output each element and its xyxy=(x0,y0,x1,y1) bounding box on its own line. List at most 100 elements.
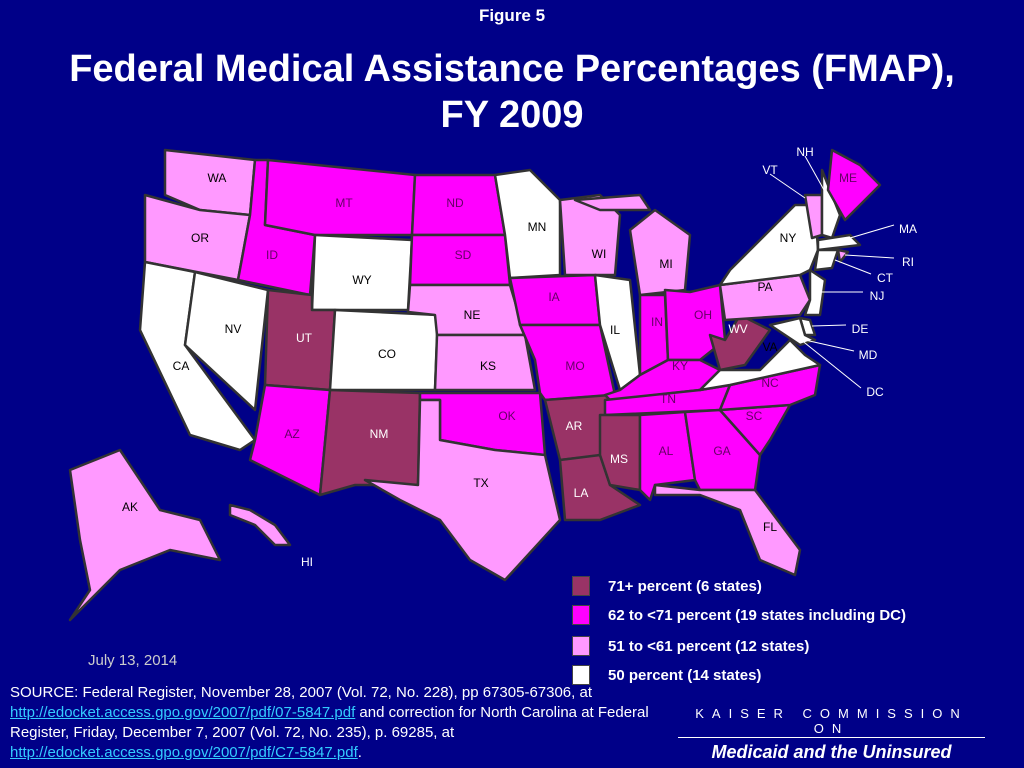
legend-swatch xyxy=(572,576,590,596)
state-ms xyxy=(598,413,642,492)
leader-line-de xyxy=(811,324,847,327)
state-label-md: MD xyxy=(859,348,878,362)
state-label-ut: UT xyxy=(296,331,313,345)
state-me xyxy=(826,148,882,222)
title-line-2: FY 2009 xyxy=(440,94,584,136)
state-ct xyxy=(813,248,840,272)
state-label-nm: NM xyxy=(370,427,389,441)
state-ak xyxy=(68,448,222,622)
state-label-ma: MA xyxy=(899,222,917,236)
state-label-ga: GA xyxy=(713,444,730,458)
legend-label: 51 to <61 percent (12 states) xyxy=(608,637,810,655)
title-line-1: Federal Medical Assistance Percentages (… xyxy=(69,48,955,90)
page-title: Federal Medical Assistance Percentages (… xyxy=(0,46,1024,138)
kaiser-line-1: KAISER COMMISSION ON xyxy=(678,706,985,738)
state-label-wy: WY xyxy=(352,273,371,287)
state-label-la: LA xyxy=(574,486,589,500)
leader-line-dc xyxy=(794,334,862,389)
state-ma xyxy=(816,233,862,252)
state-mi xyxy=(573,193,692,297)
state-label-az: AZ xyxy=(284,427,299,441)
source-end: . xyxy=(357,744,362,761)
state-label-va: VA xyxy=(762,340,777,354)
state-label-al: AL xyxy=(659,444,674,458)
leader-line-ri xyxy=(844,254,895,259)
state-label-de: DE xyxy=(852,322,869,336)
state-label-in: IN xyxy=(651,315,663,329)
state-md xyxy=(768,316,817,347)
state-label-mo: MO xyxy=(565,359,584,373)
state-label-hi: HI xyxy=(301,555,313,569)
state-label-pa: PA xyxy=(757,280,772,294)
state-az xyxy=(248,383,332,497)
date: July 13, 2014 xyxy=(88,652,178,669)
state-label-wv: WV xyxy=(728,322,747,336)
legend-item-62: 62 to <71 percent (19 states including D… xyxy=(572,605,906,625)
source-link-2[interactable]: http://edocket.access.gpo.gov/2007/pdf/C… xyxy=(10,744,358,761)
legend-item-71: 71+ percent (6 states) xyxy=(572,576,762,596)
state-label-nj: NJ xyxy=(870,289,885,303)
state-ks xyxy=(433,333,537,392)
state-label-or: OR xyxy=(191,231,209,245)
state-label-mn: MN xyxy=(528,220,547,234)
state-hi xyxy=(228,503,292,547)
state-wi xyxy=(558,193,622,277)
state-label-ri: RI xyxy=(902,255,914,269)
state-label-ms: MS xyxy=(610,452,628,466)
leader-line-md xyxy=(804,339,855,352)
source-link-1[interactable]: http://edocket.access.gpo.gov/2007/pdf/0… xyxy=(10,704,356,721)
state-label-dc: DC xyxy=(866,385,884,399)
state-label-ne: NE xyxy=(464,308,481,322)
legend-label: 62 to <71 percent (19 states including D… xyxy=(608,606,907,624)
source-note: SOURCE: Federal Register, November 28, 2… xyxy=(10,683,670,763)
legend-label: 50 percent (14 states) xyxy=(608,666,762,684)
state-nj xyxy=(803,268,827,317)
state-label-ok: OK xyxy=(498,409,515,423)
state-ny xyxy=(718,203,820,287)
state-label-tn: TN xyxy=(660,392,676,406)
state-label-fl: FL xyxy=(763,520,777,534)
leader-line-nh xyxy=(804,155,825,191)
state-label-me: ME xyxy=(839,171,857,185)
state-label-ny: NY xyxy=(780,231,797,245)
legend-swatch xyxy=(572,636,590,656)
state-label-ct: CT xyxy=(877,271,894,285)
leader-line-ct xyxy=(834,259,872,275)
state-label-il: IL xyxy=(610,323,620,337)
legend-item-51: 51 to <61 percent (12 states) xyxy=(572,636,809,656)
kaiser-line-2: Medicaid and the Uninsured xyxy=(711,742,952,762)
state-wv xyxy=(708,313,772,372)
state-label-tx: TX xyxy=(473,476,488,490)
legend-item-50: 50 percent (14 states) xyxy=(572,665,761,685)
state-tx xyxy=(363,398,562,582)
state-label-ar: AR xyxy=(566,419,583,433)
kaiser-logo: KAISER COMMISSION ON Medicaid and the Un… xyxy=(678,706,985,763)
state-label-vt: VT xyxy=(762,163,778,177)
legend-label: 71+ percent (6 states) xyxy=(608,577,762,595)
source-text: SOURCE: Federal Register, November 28, 2… xyxy=(10,684,592,701)
state-mt xyxy=(263,158,417,237)
state-label-mt: MT xyxy=(335,196,353,210)
state-va xyxy=(698,338,822,392)
leader-line-ma xyxy=(849,224,895,239)
state-label-nc: NC xyxy=(761,376,779,390)
state-label-ky: KY xyxy=(672,359,688,373)
state-label-ca: CA xyxy=(173,359,190,373)
state-fl xyxy=(653,483,802,577)
state-label-sd: SD xyxy=(455,248,472,262)
state-nv xyxy=(183,270,270,412)
state-label-nh: NH xyxy=(796,145,813,159)
source-text: and correction for North Carolina at Fed… xyxy=(10,704,649,741)
state-label-ak: AK xyxy=(122,500,138,514)
state-label-oh: OH xyxy=(694,308,712,322)
leader-line-vt xyxy=(769,173,806,199)
state-label-wa: WA xyxy=(208,171,227,185)
state-label-nv: NV xyxy=(225,322,242,336)
state-label-nd: ND xyxy=(446,196,464,210)
state-label-id: ID xyxy=(266,248,278,262)
figure-label: Figure 5 xyxy=(478,6,546,25)
state-label-ia: IA xyxy=(548,290,559,304)
state-label-sc: SC xyxy=(746,409,763,423)
legend-swatch xyxy=(572,665,590,685)
state-label-wi: WI xyxy=(592,247,607,261)
